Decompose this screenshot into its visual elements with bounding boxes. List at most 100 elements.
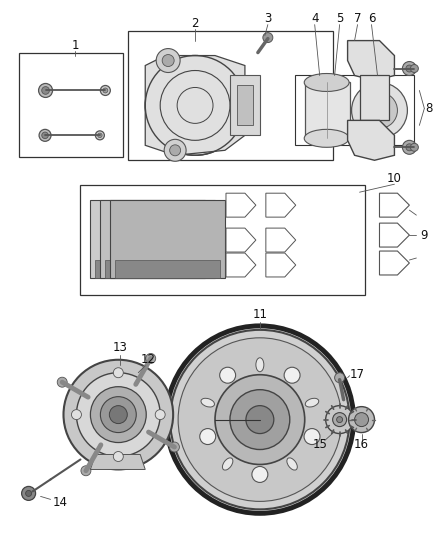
Circle shape [81,466,91,476]
Circle shape [304,429,320,445]
Polygon shape [305,83,350,139]
Ellipse shape [287,458,297,470]
Circle shape [39,84,53,98]
Circle shape [410,64,418,72]
Circle shape [156,49,180,72]
Circle shape [220,367,236,383]
Circle shape [166,326,353,513]
Bar [128,30,332,160]
Bar [19,53,124,157]
Circle shape [230,390,290,449]
Ellipse shape [201,398,215,407]
Ellipse shape [223,458,233,470]
Circle shape [21,487,35,500]
Polygon shape [230,76,260,135]
Circle shape [178,338,342,502]
Circle shape [410,143,418,151]
Circle shape [113,451,124,462]
Circle shape [335,373,345,383]
Circle shape [155,410,165,419]
Text: 14: 14 [53,496,68,509]
Polygon shape [348,120,395,160]
Text: 5: 5 [336,12,343,25]
Circle shape [332,413,346,426]
Circle shape [361,92,397,128]
Circle shape [355,413,368,426]
Text: 16: 16 [354,438,369,451]
Text: 1: 1 [72,39,79,52]
Circle shape [145,55,245,155]
Text: 9: 9 [420,229,428,241]
Polygon shape [100,200,215,278]
Polygon shape [90,455,145,470]
Circle shape [95,131,104,140]
Circle shape [263,33,273,43]
Circle shape [162,54,174,67]
Circle shape [170,330,350,510]
Circle shape [187,98,203,114]
Bar [295,76,414,146]
Circle shape [352,83,407,139]
Polygon shape [237,85,253,125]
Text: 11: 11 [252,309,267,321]
Text: 12: 12 [141,353,156,366]
Circle shape [349,407,374,433]
Circle shape [90,386,146,442]
Text: 8: 8 [426,102,433,115]
Polygon shape [90,200,205,278]
Circle shape [164,139,186,161]
Circle shape [246,406,274,433]
Ellipse shape [256,358,264,372]
Circle shape [200,429,215,445]
Text: 17: 17 [350,368,365,381]
Circle shape [406,65,413,72]
Circle shape [100,397,136,433]
Bar [81,185,364,295]
Circle shape [98,133,102,138]
Circle shape [403,61,417,76]
Circle shape [71,410,81,419]
Text: 15: 15 [312,438,327,451]
Circle shape [326,406,353,433]
Circle shape [42,87,49,94]
Circle shape [284,367,300,383]
Circle shape [170,442,180,452]
Polygon shape [106,260,210,278]
Circle shape [77,373,160,456]
Circle shape [170,145,180,156]
Polygon shape [115,260,220,278]
Circle shape [403,140,417,154]
Circle shape [215,375,305,464]
Circle shape [64,360,173,470]
Circle shape [406,144,413,151]
Circle shape [113,368,124,378]
Circle shape [42,132,48,139]
Circle shape [25,490,32,496]
Circle shape [100,85,110,95]
Text: 4: 4 [311,12,318,25]
Circle shape [57,377,67,387]
Polygon shape [360,76,389,120]
Circle shape [146,353,155,364]
Polygon shape [145,55,245,155]
Text: 13: 13 [113,341,128,354]
Circle shape [337,417,343,423]
Circle shape [252,466,268,482]
Polygon shape [110,200,225,278]
Circle shape [371,102,388,118]
Text: 6: 6 [368,12,375,25]
Text: 7: 7 [354,12,361,25]
Ellipse shape [304,130,349,147]
Polygon shape [95,260,200,278]
Ellipse shape [305,398,319,407]
Circle shape [177,87,213,123]
Text: 3: 3 [264,12,272,25]
Ellipse shape [304,74,349,92]
Text: 2: 2 [191,17,199,30]
Circle shape [110,406,127,424]
Text: 10: 10 [387,172,402,185]
Circle shape [160,70,230,140]
Polygon shape [348,41,395,80]
Circle shape [39,130,51,141]
Circle shape [103,88,108,93]
